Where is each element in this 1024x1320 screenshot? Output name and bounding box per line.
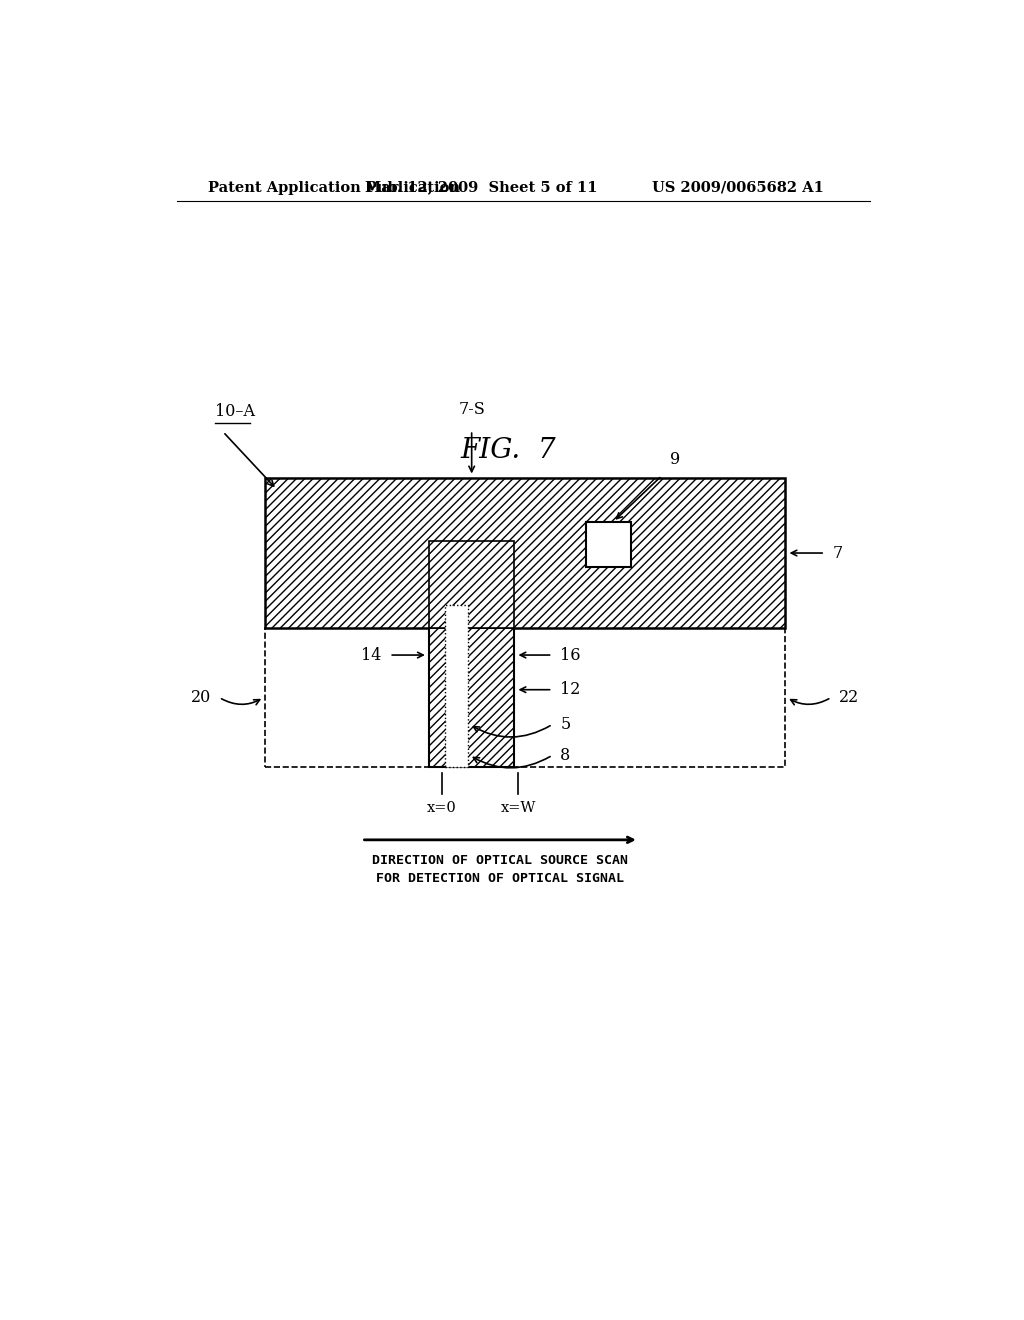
Text: US 2009/0065682 A1: US 2009/0065682 A1	[651, 181, 823, 194]
Text: 12: 12	[560, 681, 581, 698]
Text: 22: 22	[839, 689, 859, 706]
Text: FIG.  7: FIG. 7	[460, 437, 556, 465]
Bar	[265, 628, 785, 767]
Bar	[429, 628, 514, 767]
Text: x=0: x=0	[427, 800, 457, 814]
Bar	[265, 478, 785, 628]
Text: 10–A: 10–A	[215, 403, 255, 420]
Text: Mar. 12, 2009  Sheet 5 of 11: Mar. 12, 2009 Sheet 5 of 11	[365, 181, 597, 194]
Bar	[444, 605, 468, 767]
Text: FOR DETECTION OF OPTICAL SIGNAL: FOR DETECTION OF OPTICAL SIGNAL	[376, 873, 625, 886]
Bar	[429, 541, 514, 628]
Text: 7-S: 7-S	[459, 401, 485, 418]
Text: 14: 14	[361, 647, 382, 664]
Text: 8: 8	[560, 747, 570, 764]
Text: 9: 9	[670, 451, 680, 469]
Text: Patent Application Publication: Patent Application Publication	[208, 181, 460, 194]
Text: DIRECTION OF OPTICAL SOURCE SCAN: DIRECTION OF OPTICAL SOURCE SCAN	[372, 854, 628, 867]
Text: 16: 16	[560, 647, 581, 664]
Text: x=W: x=W	[501, 800, 536, 814]
Text: 20: 20	[191, 689, 211, 706]
Text: 7: 7	[833, 545, 843, 561]
Bar	[587, 521, 631, 566]
Text: 5: 5	[560, 715, 570, 733]
